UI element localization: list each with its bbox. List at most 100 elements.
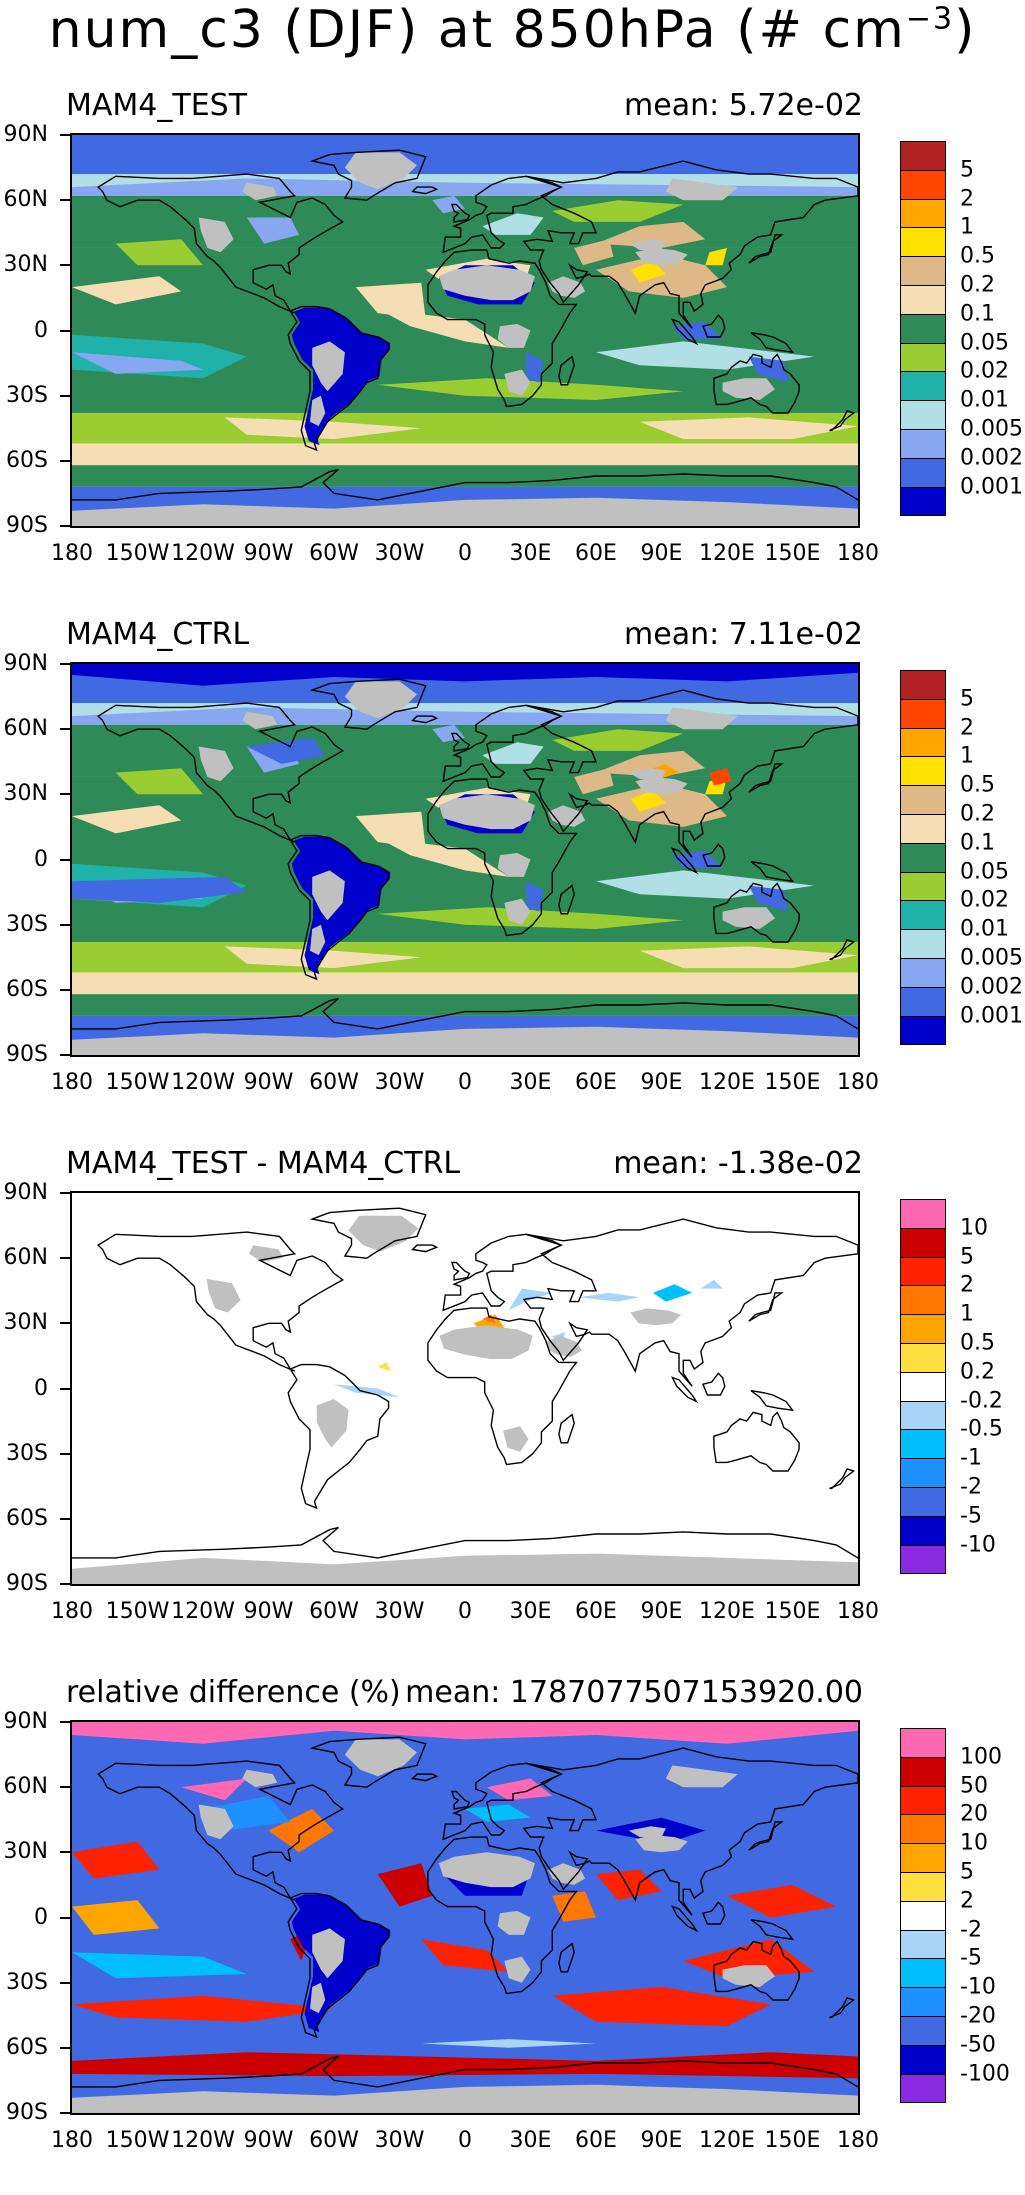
- lon-label: 180: [837, 1599, 879, 1624]
- colorbar-label: 0.01: [960, 387, 1009, 413]
- map-field: [72, 664, 858, 1055]
- colorbar-swatch: [900, 141, 946, 171]
- lat-tick: [60, 329, 70, 332]
- lat-tick: [60, 459, 70, 462]
- lon-label: 30W: [374, 541, 425, 566]
- coastlines: [72, 1736, 858, 2088]
- lon-label: 30W: [374, 1070, 425, 1095]
- lat-label: 90N: [3, 1709, 48, 1734]
- lat-tick: [60, 1322, 70, 1325]
- panel-mean: mean: 1787077507153920.00: [405, 1675, 863, 1710]
- colorbar-label: 0.01: [960, 916, 1009, 942]
- lon-label: 120E: [699, 2128, 755, 2153]
- lon-label: 180: [837, 1070, 879, 1095]
- colorbar-label: 0.002: [960, 445, 1023, 471]
- map-field: [72, 1193, 858, 1584]
- lon-label: 180: [837, 2128, 879, 2153]
- colorbar-label: 0.2: [960, 272, 995, 298]
- map-field: [72, 1722, 858, 2113]
- colorbar-swatch: [900, 1814, 946, 1845]
- figure-title-exponent: −3: [905, 1, 955, 37]
- lat-label: 90S: [6, 1042, 48, 1067]
- lon-label: 120E: [699, 1070, 755, 1095]
- colorbar-swatch: [900, 285, 946, 315]
- lat-tick: [60, 988, 70, 991]
- map-plot: [70, 662, 860, 1057]
- colorbar-label: 50: [960, 1773, 988, 1799]
- lon-label: 90W: [243, 1599, 294, 1624]
- lon-label: 150W: [105, 1070, 170, 1095]
- map-plot: [70, 133, 860, 528]
- lat-tick: [60, 199, 70, 202]
- lat-label: 60S: [6, 447, 48, 473]
- lon-label: 120W: [171, 2128, 235, 2153]
- colorbar-label: -20: [960, 2003, 996, 2029]
- colorbar-swatch: [900, 486, 946, 517]
- lon-label: 30E: [509, 2128, 552, 2153]
- colorbar-label: 2: [960, 186, 974, 212]
- lon-label: 60E: [575, 1599, 617, 1624]
- colorbar-swatch: [900, 2044, 946, 2075]
- colorbar-swatch: [900, 1515, 946, 1546]
- lon-label: 150W: [105, 541, 170, 566]
- colorbar-swatch: [900, 986, 946, 1017]
- lon-label: 30W: [374, 2128, 425, 2153]
- colorbar-swatch: [900, 2073, 946, 2104]
- colorbar-swatch: [900, 227, 946, 258]
- colorbar-swatch: [900, 785, 946, 815]
- colorbar-swatch: [900, 1371, 946, 1402]
- colorbar-label: -2: [960, 1917, 982, 1943]
- colorbar-label: 0.005: [960, 945, 1023, 971]
- colorbar-swatch: [900, 1958, 946, 1989]
- colorbar-label: 10: [960, 1830, 988, 1856]
- lat-tick: [60, 858, 70, 861]
- coastlines: [72, 678, 858, 1030]
- lat-label: 90S: [6, 2100, 48, 2125]
- lon-label: 30W: [374, 1599, 425, 1624]
- map-panel-4: relative difference (%) mean: 17870775071…: [0, 1675, 1025, 2195]
- lat-tick: [60, 728, 70, 731]
- colorbar-swatch: [900, 1400, 946, 1431]
- lat-label: 90N: [3, 1180, 48, 1205]
- colorbar-swatch: [900, 1015, 946, 1046]
- lon-label: 120E: [699, 1599, 755, 1624]
- figure-title-text: num_c3 (DJF) at 850hPa (# cm: [48, 0, 906, 60]
- lat-tick: [60, 2112, 70, 2114]
- colorbar-label: -1: [960, 1445, 982, 1471]
- lon-label: 0: [458, 1599, 472, 1624]
- lat-label: 30S: [6, 1969, 48, 1995]
- lat-tick: [60, 1054, 70, 1056]
- lat-label: 0: [34, 846, 48, 872]
- lat-tick: [60, 394, 70, 397]
- lat-label: 90N: [3, 651, 48, 676]
- colorbar-swatch: [900, 1487, 946, 1517]
- lon-label: 150E: [764, 2128, 821, 2153]
- colorbar-swatch: [900, 313, 946, 344]
- lat-tick: [60, 1192, 70, 1194]
- lon-label: 60E: [575, 2128, 617, 2153]
- lat-label: 60N: [3, 1774, 48, 1800]
- colorbar-swatch: [900, 814, 946, 844]
- lat-tick: [60, 1981, 70, 1984]
- colorbar-label: 2: [960, 715, 974, 741]
- colorbar-swatch: [900, 929, 946, 959]
- lat-tick: [60, 1583, 70, 1585]
- lat-tick: [60, 1916, 70, 1919]
- lat-tick: [60, 1452, 70, 1455]
- colorbar-swatch: [900, 256, 946, 286]
- lon-label: 180: [51, 2128, 93, 2153]
- colorbar-swatch: [900, 1756, 946, 1787]
- lat-label: 0: [34, 317, 48, 343]
- lon-label: 120W: [171, 541, 235, 566]
- colorbar-swatch: [900, 1343, 946, 1373]
- colorbar-swatch: [900, 958, 946, 988]
- colorbar-label: 0.2: [960, 801, 995, 827]
- lat-tick: [60, 1257, 70, 1260]
- panel-title: MAM4_CTRL: [66, 617, 250, 652]
- lat-label: 90S: [6, 1571, 48, 1596]
- lat-tick: [60, 264, 70, 267]
- colorbar-label: -100: [960, 2061, 1010, 2087]
- colorbar-swatch: [900, 1987, 946, 2017]
- lat-label: 90N: [3, 122, 48, 147]
- lat-label: 0: [34, 1375, 48, 1401]
